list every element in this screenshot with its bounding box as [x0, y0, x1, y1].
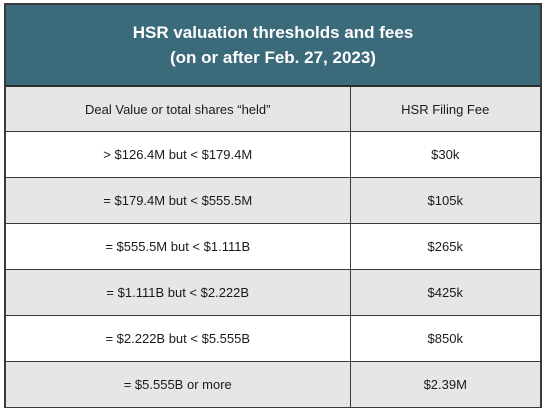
table-row: = $555.5M but < $1.111B $265k	[6, 223, 540, 270]
filing-fee-cell: $850k	[349, 315, 540, 362]
filing-fee-cell: $265k	[349, 223, 540, 270]
filing-fee-cell: $2.39M	[349, 361, 540, 407]
filing-fee-cell: $105k	[349, 177, 540, 224]
filing-fee-cell: $425k	[349, 269, 540, 316]
header-row: Deal Value or total shares “held” HSR Fi…	[6, 87, 540, 132]
table-row: = $5.555B or more $2.39M	[6, 361, 540, 407]
table-row: = $2.222B but < $5.555B $850k	[6, 315, 540, 362]
deal-value-cell: = $5.555B or more	[6, 361, 351, 407]
table-title: HSR valuation thresholds and fees (on or…	[6, 5, 540, 87]
threshold-table: Deal Value or total shares “held” HSR Fi…	[6, 87, 540, 407]
deal-value-cell: = $2.222B but < $5.555B	[6, 315, 351, 362]
deal-value-cell: > $126.4M but < $179.4M	[6, 131, 351, 178]
table-row: = $179.4M but < $555.5M $105k	[6, 177, 540, 224]
deal-value-cell: = $179.4M but < $555.5M	[6, 177, 351, 224]
header-filing-fee: HSR Filing Fee	[349, 87, 540, 132]
table-row: > $126.4M but < $179.4M $30k	[6, 131, 540, 178]
deal-value-cell: = $1.111B but < $2.222B	[6, 269, 351, 316]
table-row: = $1.111B but < $2.222B $425k	[6, 269, 540, 316]
deal-value-cell: = $555.5M but < $1.111B	[6, 223, 351, 270]
header-deal-value: Deal Value or total shares “held”	[6, 87, 351, 132]
hsr-fee-table: HSR valuation thresholds and fees (on or…	[4, 3, 542, 408]
title-line-2: (on or after Feb. 27, 2023)	[170, 48, 376, 67]
title-line-1: HSR valuation thresholds and fees	[132, 23, 414, 42]
filing-fee-cell: $30k	[349, 131, 540, 178]
